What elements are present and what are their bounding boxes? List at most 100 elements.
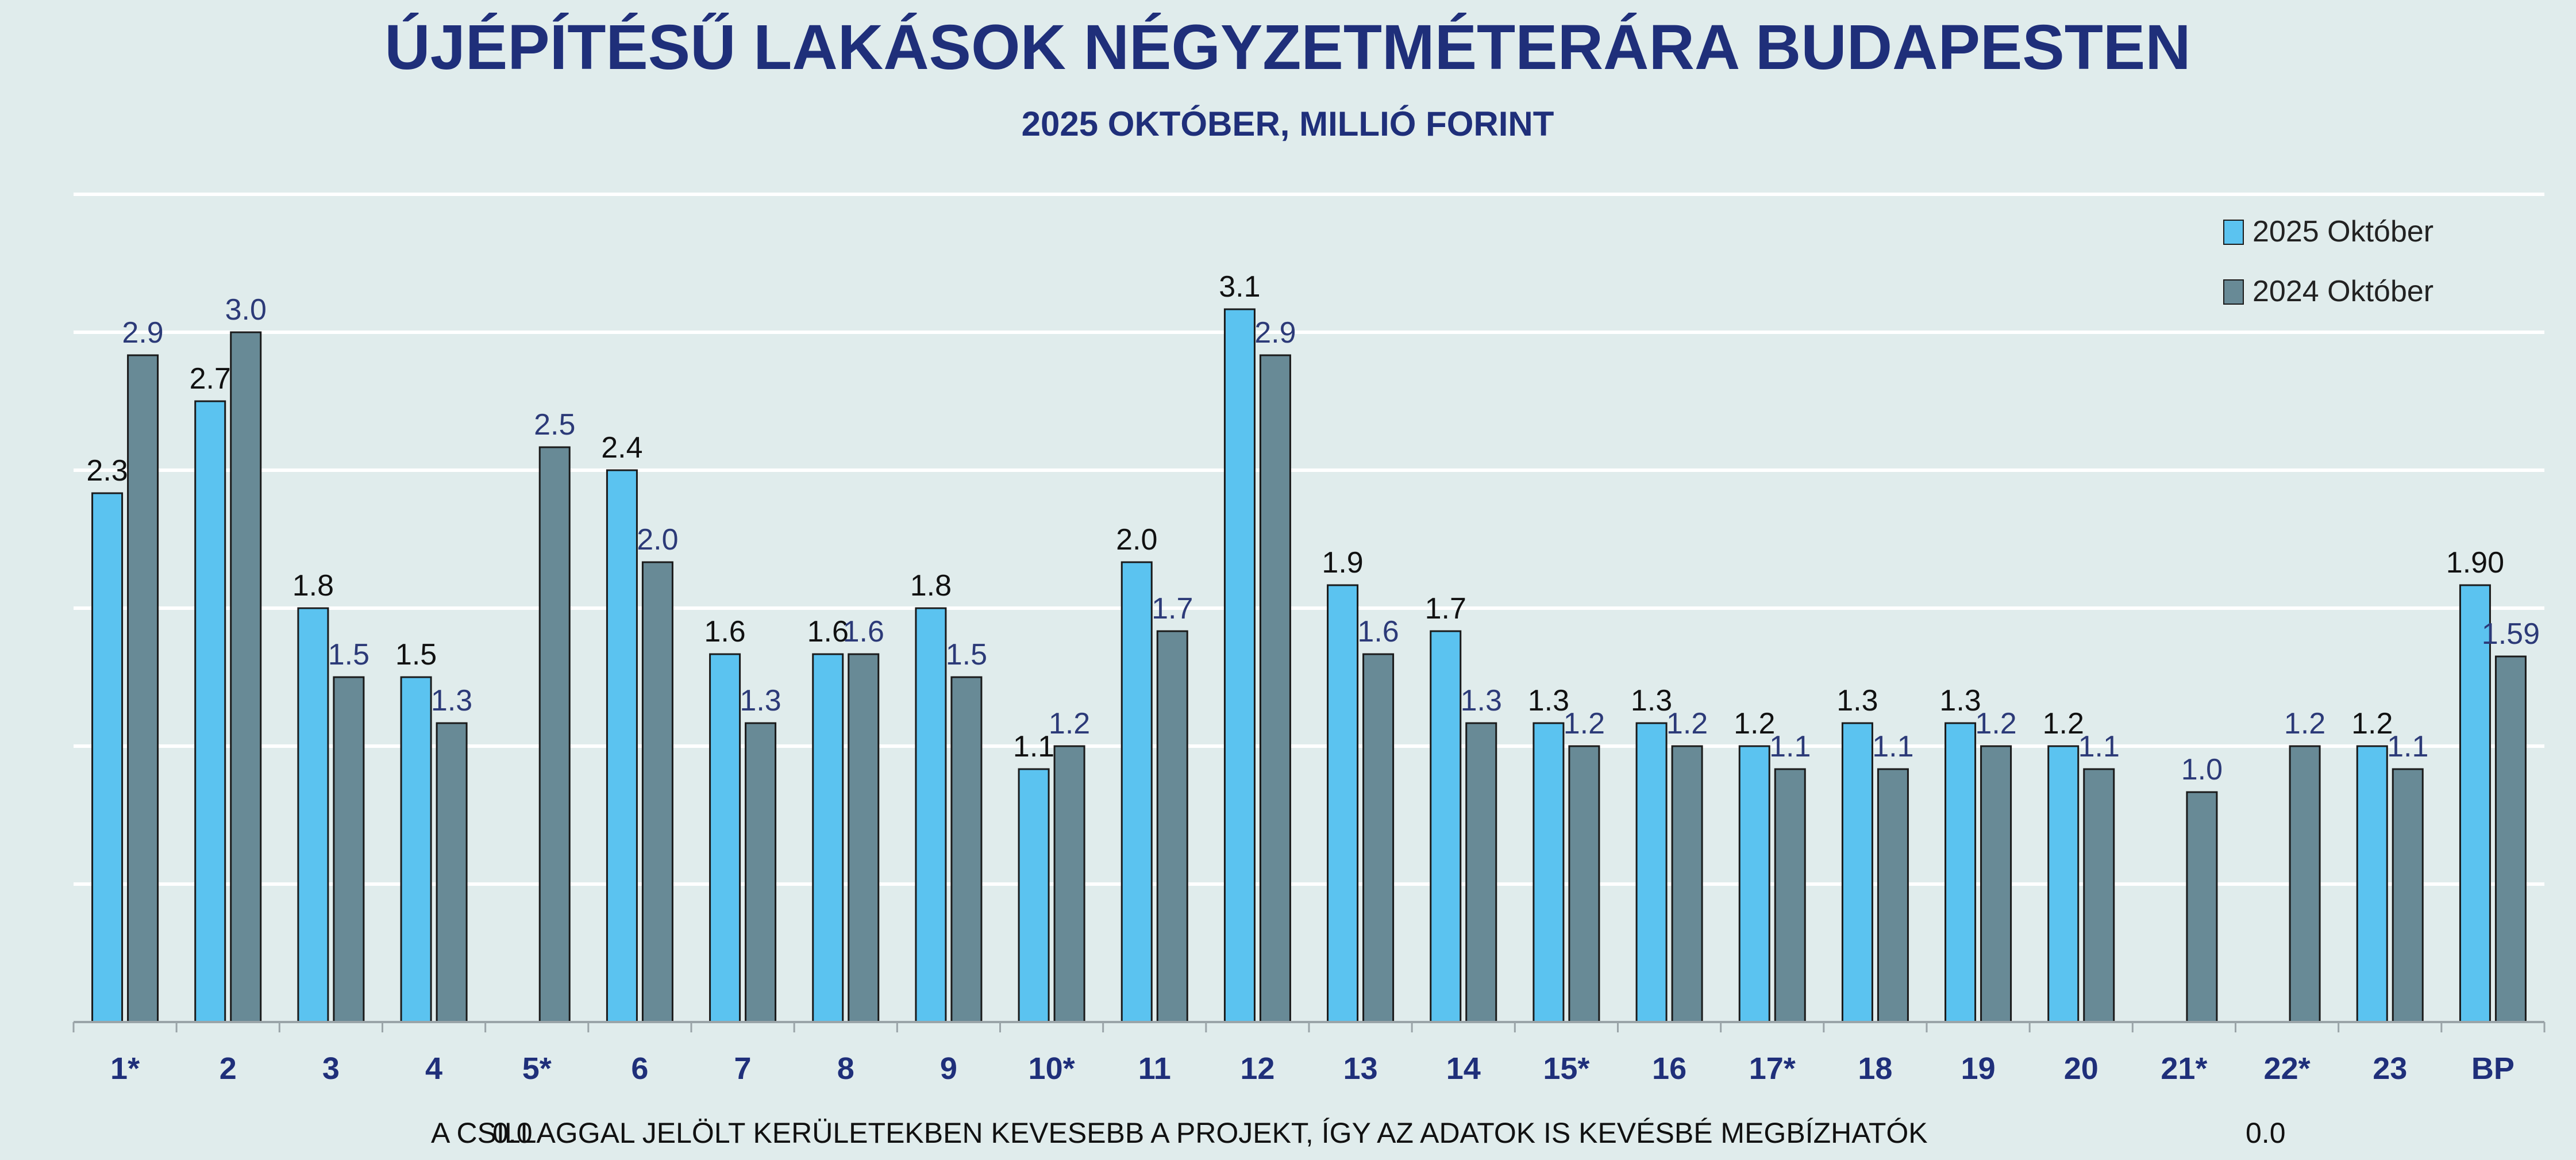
bar-2025-3 <box>297 607 329 1023</box>
chart-title: ÚJÉPÍTÉSŰ LAKÁSOK NÉGYZETMÉTERÁRA BUDAPE… <box>384 12 2190 83</box>
data-label-2024: 1.1 <box>2078 730 2120 763</box>
stray-zero-label: 0.0 <box>2246 1117 2286 1149</box>
bar-2024-19 <box>1980 745 2012 1023</box>
bar-2024-13 <box>1362 653 1395 1023</box>
bar-2025-15* <box>1532 722 1565 1023</box>
bar-2025-7 <box>709 653 741 1023</box>
x-axis: 1* 2 3 4 5* 6 7 8 9 10* 11 12 13 14 15* 16 17* 18 19 20 21* 2… <box>72 1021 2546 1086</box>
bar-2024-BP <box>2494 655 2527 1023</box>
legend-swatch-2025 <box>2223 220 2244 245</box>
bar-2024-9 <box>950 676 983 1023</box>
data-label-2025: 1.90 <box>2446 546 2504 579</box>
x-tick-label: 14 <box>1446 1051 1481 1086</box>
data-label-2024: 1.2 <box>1666 707 1708 740</box>
x-tick-label: 20 <box>2064 1051 2098 1086</box>
bar-2024-20 <box>2083 768 2115 1023</box>
data-label-2024: 1.2 <box>1049 707 1090 740</box>
data-label-2024: 1.59 <box>2482 617 2540 651</box>
data-label-2024: 1.5 <box>946 638 987 671</box>
bar-2024-21* <box>2186 791 2218 1023</box>
data-label-2025: 1.3 <box>1528 684 1569 717</box>
data-label-2025: 1.6 <box>807 615 849 648</box>
data-label-2025: 1.7 <box>1425 592 1466 625</box>
data-label-2024: 1.1 <box>1872 730 1913 763</box>
data-label-2024: 1.3 <box>1461 684 1502 717</box>
data-label-2024: 1.6 <box>1357 615 1399 648</box>
bar-2024-15* <box>1568 745 1600 1023</box>
data-label-2024: 1.1 <box>2387 730 2428 763</box>
bar-2024-17* <box>1774 768 1806 1023</box>
bar-2025-BP <box>2459 584 2491 1023</box>
bar-2025-16 <box>1635 722 1668 1023</box>
x-tick-label: 21* <box>2161 1051 2207 1086</box>
footnote: A CSILLAGGAL JELÖLT KERÜLETEKBEN KEVESEB… <box>431 1117 1928 1149</box>
data-label-2024: 1.2 <box>2284 707 2325 740</box>
chart-subtitle: 2025 OKTÓBER, MILLIÓ FORINT <box>1022 105 1554 143</box>
bar-2024-23 <box>2392 768 2424 1023</box>
legend-swatch-2024 <box>2223 279 2244 305</box>
bar-2024-4 <box>436 722 468 1023</box>
data-label-2025: 2.4 <box>601 431 642 464</box>
x-tick-label: 5* <box>522 1051 552 1086</box>
bar-2025-19 <box>1944 722 1977 1023</box>
data-label-2024: 1.6 <box>843 615 884 648</box>
gridlines <box>74 193 2544 886</box>
data-label-2025: 1.3 <box>1631 684 1672 717</box>
bar-2024-18 <box>1877 768 1909 1023</box>
data-label-2024: 1.0 <box>2181 753 2223 786</box>
bar-2024-6 <box>641 561 673 1023</box>
bar-2025-18 <box>1841 722 1873 1023</box>
x-tick-label: 15* <box>1543 1051 1589 1086</box>
data-label-2025: 1.2 <box>2043 707 2084 740</box>
legend-label-2024: 2024 Október <box>2252 275 2433 308</box>
data-label-2025: 1.6 <box>704 615 745 648</box>
data-label-2024: 2.5 <box>534 408 575 441</box>
data-label-2025: 2.3 <box>86 454 128 487</box>
data-label-2024: 2.9 <box>122 316 163 349</box>
bar-2024-11 <box>1156 630 1188 1023</box>
x-tick-label: 7 <box>734 1051 752 1086</box>
data-label-2025: 1.1 <box>1013 730 1054 763</box>
bar-2024-16 <box>1671 745 1703 1023</box>
data-label-2025: 1.2 <box>1734 707 1775 740</box>
data-label-2025: 1.8 <box>910 569 952 602</box>
x-tick-label: BP <box>2471 1051 2515 1086</box>
bar-2025-9 <box>915 607 947 1023</box>
x-tick-label: 6 <box>631 1051 648 1086</box>
data-label-2025: 3.1 <box>1219 270 1260 304</box>
x-tick-label: 11 <box>1138 1051 1171 1086</box>
bar-2024-5* <box>538 446 571 1023</box>
bar-2024-1* <box>127 354 159 1023</box>
legend: 2025 Október 2024 Október <box>2223 215 2433 308</box>
bar-2025-13 <box>1327 584 1359 1023</box>
bar-2024-7 <box>745 722 777 1023</box>
bar-2024-12 <box>1259 354 1291 1023</box>
x-tick-label: 4 <box>425 1051 442 1086</box>
x-tick-label: 19 <box>1961 1051 1996 1086</box>
x-tick-label: 17* <box>1749 1051 1796 1086</box>
data-label-2024: 1.1 <box>1769 730 1811 763</box>
legend-label-2025: 2025 Október <box>2252 215 2433 248</box>
bars <box>91 308 2527 1023</box>
bar-2024-2 <box>230 331 262 1023</box>
bar-2024-10* <box>1053 745 1085 1023</box>
x-tick-label: 9 <box>940 1051 957 1086</box>
bar-2025-12 <box>1223 308 1256 1023</box>
bar-2025-2 <box>194 400 226 1023</box>
bar-2025-11 <box>1120 561 1153 1023</box>
data-label-2024: 1.3 <box>740 684 781 717</box>
data-label-2024: 2.0 <box>637 523 678 556</box>
bar-2025-6 <box>606 469 638 1023</box>
data-label-2025: 2.0 <box>1116 523 1157 556</box>
data-label-2025: 1.5 <box>395 638 437 671</box>
bar-2024-8 <box>848 653 880 1023</box>
data-labels: 2.32.92.73.01.81.5 1.51.32.52.42.01.61.31… <box>86 270 2540 786</box>
data-label-2025: 2.7 <box>190 362 231 395</box>
data-label-2025: 1.8 <box>292 569 334 602</box>
x-tick-label: 1* <box>110 1051 140 1086</box>
x-tick-label: 2 <box>220 1051 237 1086</box>
data-label-2024: 1.2 <box>1564 707 1605 740</box>
bar-2025-4 <box>400 676 432 1023</box>
x-tick-label: 3 <box>322 1051 340 1086</box>
